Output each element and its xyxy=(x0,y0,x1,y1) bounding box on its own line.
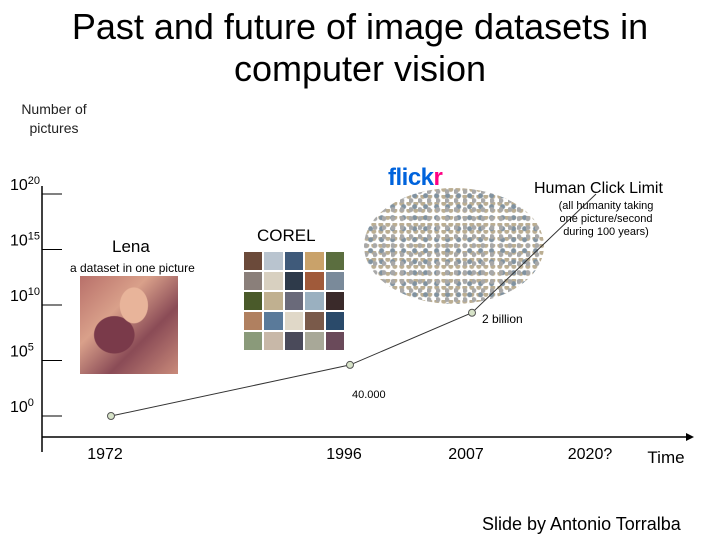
lena-note: a dataset in one picture xyxy=(70,261,195,275)
x-tick-label-2: 2007 xyxy=(448,446,484,463)
series-line xyxy=(110,193,597,417)
human-click-label: Human Click Limit xyxy=(534,180,663,197)
corel-tile xyxy=(305,312,324,330)
corel-tile xyxy=(244,312,263,330)
corel-label: COREL xyxy=(257,226,316,245)
corel-tile xyxy=(325,272,344,290)
corel-tile xyxy=(264,272,283,290)
y-tick-label-3: 1015 xyxy=(10,231,40,250)
lena-label: Lena xyxy=(112,237,150,256)
x-tick-label-0: 1972 xyxy=(87,446,123,463)
flickr-value-label: 2 billion xyxy=(482,312,523,326)
corel-tile xyxy=(244,332,263,350)
flickr-logo: flickr xyxy=(388,164,443,191)
data-point-0 xyxy=(107,412,115,420)
flickr-photo-cloud xyxy=(364,188,544,304)
x-axis-arrowhead xyxy=(686,433,694,441)
corel-tile xyxy=(264,252,283,270)
corel-tile xyxy=(264,312,283,330)
corel-tile xyxy=(244,252,263,270)
x-tick-label-1: 1996 xyxy=(326,446,362,463)
corel-tile xyxy=(284,252,304,270)
corel-tile xyxy=(325,312,344,330)
lena-image xyxy=(80,276,178,374)
corel-tile xyxy=(305,272,324,290)
corel-tile xyxy=(244,272,263,290)
corel-tile xyxy=(325,332,344,350)
y-axis-label: Number of pictures xyxy=(21,101,87,136)
corel-tile xyxy=(284,312,304,330)
y-tick-label-1: 105 xyxy=(10,342,34,361)
data-point-1 xyxy=(346,360,354,369)
corel-tile xyxy=(284,272,304,290)
x-axis-label: Time xyxy=(647,448,684,467)
corel-tile xyxy=(305,292,324,310)
corel-image-grid xyxy=(244,252,344,350)
y-tick-label-2: 1010 xyxy=(10,286,40,305)
corel-tile xyxy=(264,292,283,310)
corel-tile xyxy=(244,292,263,310)
corel-tile xyxy=(325,292,344,310)
human-click-note: (all humanity taking one picture/second du… xyxy=(559,200,654,238)
corel-tile xyxy=(305,332,324,350)
corel-tile xyxy=(284,332,304,350)
y-tick-label-0: 100 xyxy=(10,397,34,416)
data-point-2 xyxy=(468,308,476,317)
corel-tile xyxy=(305,252,324,270)
x-tick-label-3: 2020? xyxy=(568,446,613,463)
corel-tile xyxy=(284,292,304,310)
y-tick-label-4: 1020 xyxy=(10,175,40,194)
corel-tile xyxy=(264,332,283,350)
corel-tile xyxy=(325,252,344,270)
slide-credit: Slide by Antonio Torralba xyxy=(482,514,681,534)
slide-title: Past and future of image datasets in com… xyxy=(71,6,649,89)
corel-value-label: 40.000 xyxy=(352,389,386,401)
